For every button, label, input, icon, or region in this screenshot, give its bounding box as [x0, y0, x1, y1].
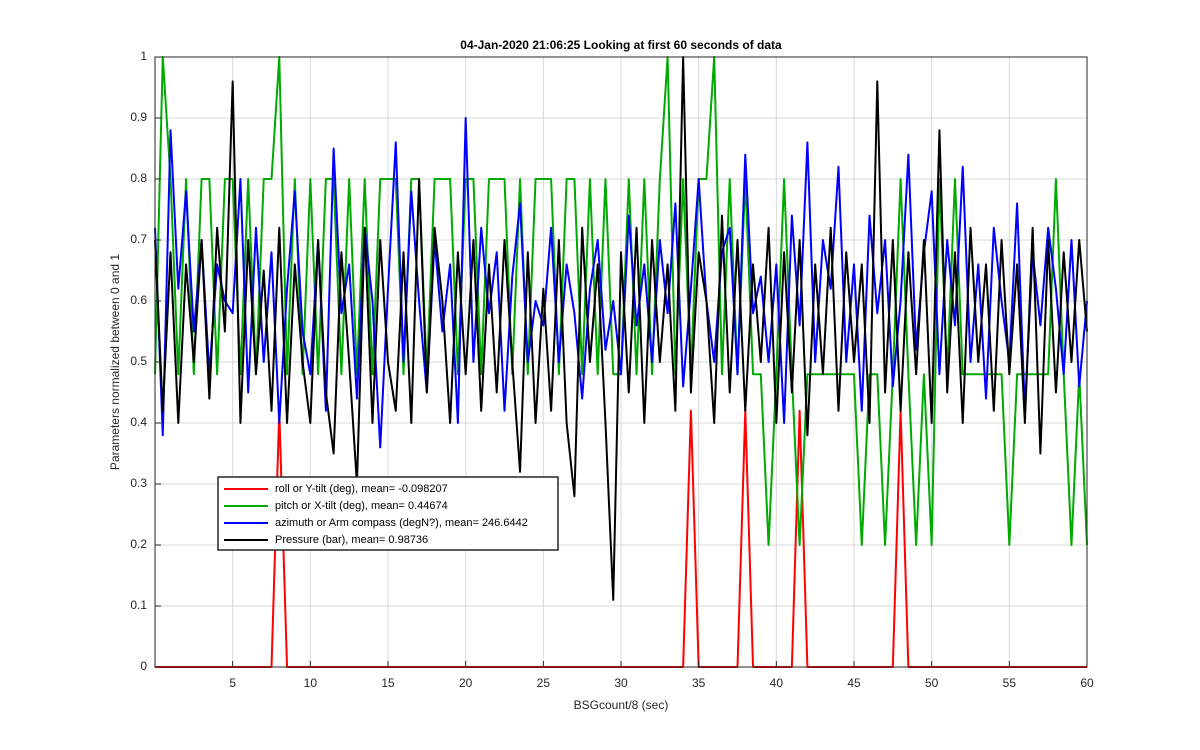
y-tick-label: 0.1: [130, 598, 147, 612]
y-tick-label: 0: [140, 659, 147, 673]
x-axis-label: BSGcount/8 (sec): [574, 698, 669, 712]
legend-label: roll or Y-tilt (deg), mean= -0.098207: [275, 483, 448, 495]
y-axis-label: Parameters normalized between 0 and 1: [108, 254, 122, 470]
y-tick-label: 0.7: [130, 232, 147, 246]
legend-box: [217, 476, 559, 551]
series-line: [154, 56, 1088, 601]
x-tick-label: 60: [1080, 676, 1094, 690]
chart-title: 04-Jan-2020 21:06:25 Looking at first 60…: [460, 38, 782, 52]
x-tick-label: 15: [381, 676, 395, 690]
y-tick-label: 0.6: [130, 293, 147, 307]
legend-label: pitch or X-tilt (deg), mean= 0.44674: [275, 500, 448, 512]
y-tick-label: 0.9: [130, 110, 147, 124]
legend: roll or Y-tilt (deg), mean= -0.098207 pit…: [217, 476, 559, 551]
y-tick-label: 0.2: [130, 537, 147, 551]
series-line: [154, 117, 1088, 449]
y-tick-label: 0.8: [130, 171, 147, 185]
x-tick-label: 55: [1003, 676, 1017, 690]
x-tick-label: 10: [304, 676, 318, 690]
x-tick-label: 20: [459, 676, 473, 690]
x-tick-label: 35: [692, 676, 706, 690]
x-tick-label: 25: [537, 676, 551, 690]
y-tick-label: 0.5: [130, 354, 147, 368]
x-tick-label: 5: [229, 676, 236, 690]
x-tick-label: 50: [925, 676, 939, 690]
x-tick-label: 40: [770, 676, 784, 690]
legend-label: azimuth or Arm compass (degN?), mean= 24…: [275, 517, 528, 529]
y-tick-label: 1: [140, 49, 147, 63]
x-tick-label: 30: [614, 676, 628, 690]
y-tick-label: 0.4: [130, 415, 147, 429]
y-tick-label: 0.3: [130, 476, 147, 490]
x-tick-label: 45: [847, 676, 861, 690]
legend-label: Pressure (bar), mean= 0.98736: [275, 534, 428, 546]
